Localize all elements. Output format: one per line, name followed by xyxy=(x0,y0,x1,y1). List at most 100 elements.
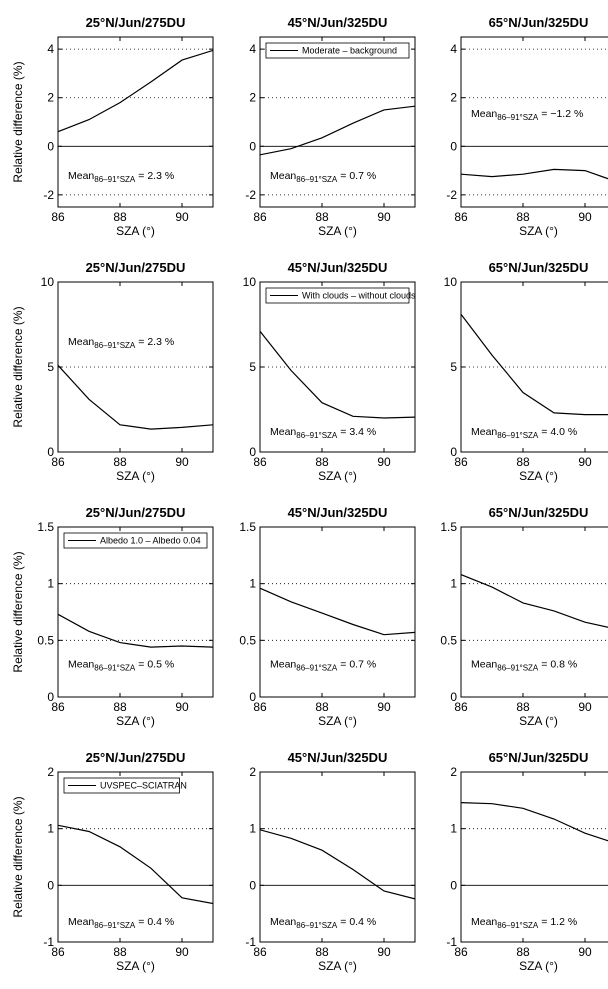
x-tick-label: 86 xyxy=(51,210,65,224)
mean-subscript: 86–91°SZA xyxy=(94,341,136,350)
mean-label: Mean xyxy=(270,916,296,928)
axes-box xyxy=(259,771,416,943)
series-line xyxy=(260,105,415,156)
y-tick-label: 1 xyxy=(249,822,256,836)
mean-annotation: Mean86–91°SZA = 2.3 % xyxy=(68,336,174,350)
legend-label: Albedo 1.0 – Albedo 0.04 xyxy=(100,536,201,546)
x-tick-label: 86 xyxy=(253,455,267,469)
y-tick-label: 1 xyxy=(47,822,54,836)
series-line xyxy=(260,330,415,419)
y-tick-label: 0 xyxy=(47,878,54,892)
mean-subscript: 86–91°SZA xyxy=(296,921,338,930)
x-tick-label: 88 xyxy=(315,210,329,224)
x-tick-label: 90 xyxy=(175,945,189,959)
panel-title: 45°N/Jun/325DU xyxy=(288,15,388,30)
x-axis-label: SZA (°) xyxy=(116,469,155,483)
series-line xyxy=(58,49,213,133)
legend-box xyxy=(265,42,410,59)
y-tick-label: 4 xyxy=(47,42,54,56)
x-tick-label: 88 xyxy=(516,700,530,714)
axes-box xyxy=(259,526,416,698)
x-tick-label: 88 xyxy=(315,945,329,959)
panel-r2-c0: 25°N/Jun/275DU 86 88 90 0 0.5 1 1.5 SZA (°) Relat… xyxy=(11,505,214,728)
mean-label: Mean xyxy=(68,916,94,928)
x-axis-label: SZA (°) xyxy=(116,224,155,238)
legend-box xyxy=(63,777,180,794)
mean-annotation: Mean86–91°SZA = 0.7 % xyxy=(270,659,376,673)
mean-label: Mean xyxy=(270,426,296,438)
mean-label: Mean xyxy=(471,108,497,120)
x-tick-label: 90 xyxy=(175,455,189,469)
x-axis-label: SZA (°) xyxy=(116,959,155,973)
mean-value: = 0.8 % xyxy=(541,659,577,671)
mean-subscript: 86–91°SZA xyxy=(296,431,338,440)
x-tick-label: 88 xyxy=(516,455,530,469)
mean-annotation: Mean86–91°SZA = 2.3 % xyxy=(68,170,174,184)
mean-value: = 4.0 % xyxy=(541,426,577,438)
y-tick-label: -2 xyxy=(43,188,54,202)
panel-r1-c0: 25°N/Jun/275DU 86 88 90 0 5 10 SZA (°) Relative … xyxy=(11,260,214,483)
panel-r2-c1: 45°N/Jun/325DU 86 88 90 0 0.5 1 1.5 SZA (°) Mean8… xyxy=(239,505,416,728)
y-tick-label: 1.5 xyxy=(440,520,457,534)
legend-label: UVSPEC–SCIATRAN xyxy=(100,781,187,791)
y-axis-label: Relative difference (%) xyxy=(11,306,25,427)
y-tick-label: 0 xyxy=(47,690,54,704)
y-tick-label: 1 xyxy=(450,822,457,836)
x-axis-label: SZA (°) xyxy=(519,224,558,238)
mean-subscript: 86–91°SZA xyxy=(94,175,136,184)
y-tick-label: 1 xyxy=(249,577,256,591)
panel-r3-c0: 25°N/Jun/275DU 86 88 90 -1 0 1 2 SZA (°) Relative… xyxy=(11,750,214,973)
series-line xyxy=(58,824,213,905)
x-tick-label: 86 xyxy=(454,455,468,469)
mean-subscript: 86–91°SZA xyxy=(497,113,539,122)
legend: UVSPEC–SCIATRAN xyxy=(63,777,187,794)
panel-title: 25°N/Jun/275DU xyxy=(86,260,186,275)
mean-value: = 2.3 % xyxy=(138,170,174,182)
x-tick-label: 90 xyxy=(578,700,592,714)
axes-box xyxy=(57,36,214,208)
y-tick-label: 10 xyxy=(243,275,257,289)
legend: Moderate – background xyxy=(265,42,410,59)
y-tick-label: 4 xyxy=(450,42,457,56)
mean-subscript: 86–91°SZA xyxy=(94,921,136,930)
y-tick-label: 0 xyxy=(249,139,256,153)
mean-label: Mean xyxy=(68,170,94,182)
x-tick-label: 90 xyxy=(377,945,391,959)
mean-subscript: 86–91°SZA xyxy=(497,921,539,930)
axes-box xyxy=(259,36,416,208)
y-tick-label: 0 xyxy=(249,878,256,892)
y-tick-label: 0 xyxy=(450,445,457,459)
panel-r0-c1: 45°N/Jun/325DU 86 88 90 -2 0 2 4 SZA (°) Mean86–9… xyxy=(245,15,416,238)
mean-value: = 0.5 % xyxy=(138,659,174,671)
x-tick-label: 88 xyxy=(113,210,127,224)
mean-label: Mean xyxy=(270,170,296,182)
y-tick-label: 5 xyxy=(47,360,54,374)
y-tick-label: 5 xyxy=(249,360,256,374)
x-tick-label: 86 xyxy=(454,210,468,224)
mean-value: = −1.2 % xyxy=(541,108,583,120)
x-tick-label: 90 xyxy=(175,700,189,714)
axes-box xyxy=(57,771,214,943)
y-tick-label: 2 xyxy=(47,765,54,779)
x-tick-label: 86 xyxy=(253,945,267,959)
legend-box xyxy=(63,532,208,549)
mean-annotation: Mean86–91°SZA = 0.4 % xyxy=(68,916,174,930)
mean-value: = 0.7 % xyxy=(340,659,376,671)
series-line xyxy=(461,313,608,416)
y-tick-label: 0 xyxy=(450,690,457,704)
mean-subscript: 86–91°SZA xyxy=(94,664,136,673)
mean-label: Mean xyxy=(471,659,497,671)
y-tick-label: 5 xyxy=(450,360,457,374)
legend: Albedo 1.0 – Albedo 0.04 xyxy=(63,532,208,549)
mean-label: Mean xyxy=(68,659,94,671)
axes-box xyxy=(460,771,608,943)
x-tick-label: 88 xyxy=(113,455,127,469)
x-axis-label: SZA (°) xyxy=(318,714,357,728)
x-axis-label: SZA (°) xyxy=(318,959,357,973)
x-tick-label: 90 xyxy=(377,210,391,224)
y-tick-label: 0 xyxy=(249,690,256,704)
panel-r3-c1: 45°N/Jun/325DU 86 88 90 -1 0 1 2 SZA (°) Mean86–9… xyxy=(245,750,416,973)
y-tick-label: 0 xyxy=(249,445,256,459)
axes-box xyxy=(460,526,608,698)
